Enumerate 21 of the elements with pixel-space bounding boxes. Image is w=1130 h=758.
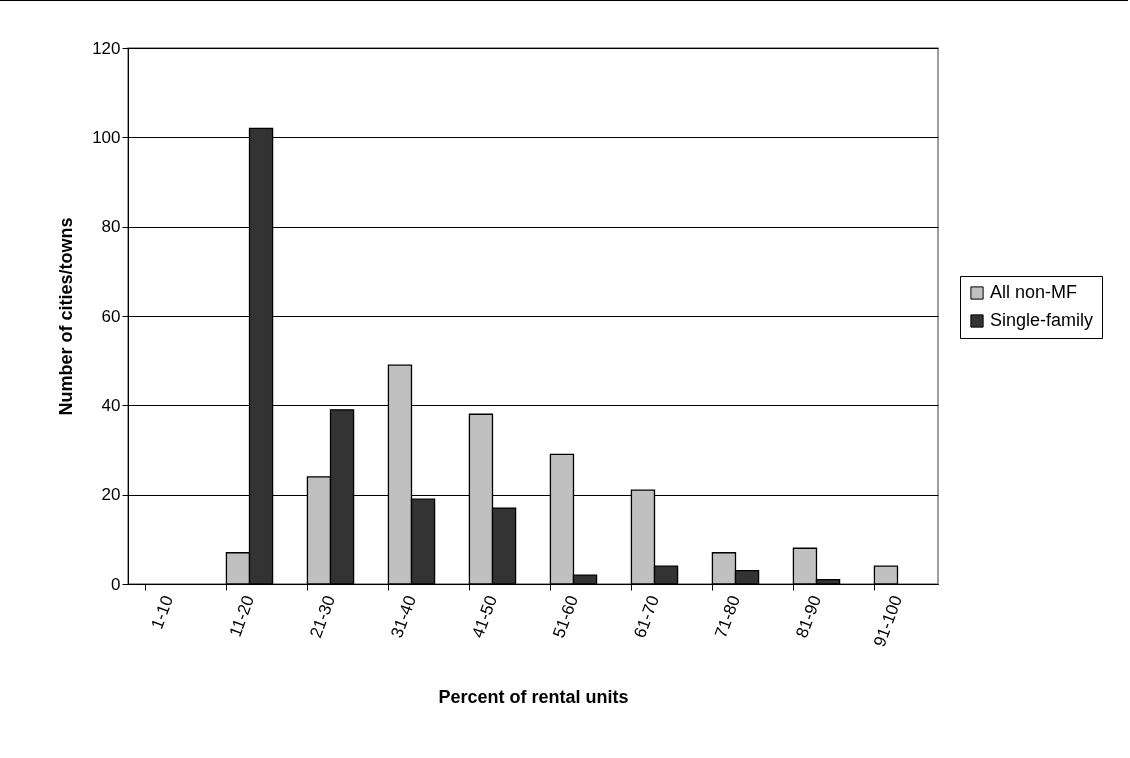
x-tick-label: 31-40 [387,593,420,641]
legend-label: All non-MF [990,282,1078,302]
x-tick-label: 51-60 [549,593,582,641]
y-axis-title: Number of cities/towns [56,217,77,416]
x-tick-label: 1-10 [147,593,177,632]
y-tick-label: 20 [101,485,121,505]
x-tick-label: 71-80 [711,593,744,641]
x-tick-label: 21-30 [306,593,339,641]
legend-label: Single-family [990,310,1094,330]
x-axis-title: Percent of rental units [438,686,629,707]
y-tick-label: 100 [92,127,121,147]
y-tick-label: 80 [101,217,121,237]
y-tick-label: 40 [101,395,121,415]
x-tick-label: 41-50 [468,593,501,641]
x-tick-label: 61-70 [630,593,663,641]
y-tick-label: 0 [111,574,121,594]
y-tick-label: 60 [101,306,121,326]
x-tick-label: 11-20 [225,593,258,640]
x-tick-label: 81-90 [792,593,825,641]
y-tick-label: 120 [92,38,121,58]
x-tick-label: 91-100 [870,593,906,650]
